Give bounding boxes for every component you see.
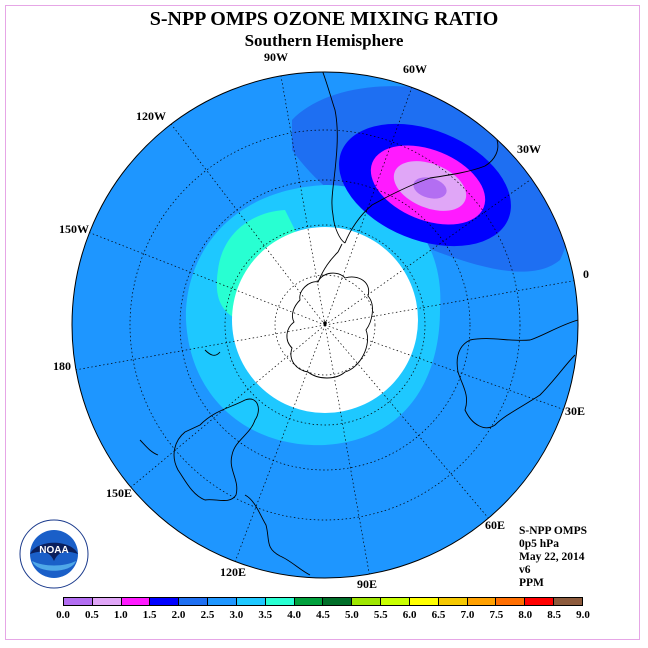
colorbar-tick-label: 5.5	[373, 609, 388, 621]
colorbar-swatch	[64, 598, 93, 605]
colorbar-swatch	[438, 598, 468, 605]
colorbar-tick-label: 7.0	[460, 609, 475, 621]
colorbar-swatch	[381, 598, 410, 605]
figure-subtitle: Southern Hemisphere	[244, 31, 404, 50]
info-version: v6	[519, 564, 531, 576]
lon-label-30w: 30W	[517, 142, 541, 156]
colorbar-tick-label: 4.5	[316, 609, 330, 621]
lon-label-30e: 30E	[565, 404, 586, 418]
colorbar-tick-label: 1.5	[142, 609, 157, 621]
map-edge	[71, 71, 579, 579]
colorbar-tick-label: 1.0	[113, 609, 128, 621]
colorbar-tick-label: 5.0	[345, 609, 359, 621]
colorbar-swatch	[121, 598, 151, 605]
colorbar-swatch	[467, 598, 497, 605]
colorbar-swatch	[179, 598, 209, 605]
colorbar-tick-label: 9.0	[576, 609, 590, 621]
lon-label-120w: 120W	[136, 109, 166, 123]
graticule	[74, 75, 578, 578]
asia-coast	[244, 494, 311, 576]
colorbar-tick-label: 4.0	[287, 609, 301, 621]
australia-coast	[173, 398, 259, 501]
ozone-field-0p0-0p5	[413, 177, 447, 199]
lon-label-150e: 150E	[106, 486, 133, 500]
noaa-logo: NOAA	[19, 519, 89, 589]
info-date: May 22, 2014	[519, 551, 585, 563]
product-info: S-NPP OMPS 0p5 hPa May 22, 2014 v6 PPM	[519, 525, 587, 590]
colorbar-tick-label: 8.5	[547, 609, 561, 621]
coastlines	[139, 72, 578, 576]
south-pole-marker	[323, 321, 327, 325]
noaa-logo-text: NOAA	[39, 545, 68, 556]
colorbar-tick-label: 3.0	[229, 609, 244, 621]
antarctic-peninsula	[317, 243, 343, 283]
colorbar-swatch	[265, 598, 295, 605]
info-level: 0p5 hPa	[519, 538, 559, 550]
colorbar-tick-label: 0.5	[85, 609, 99, 621]
colorbar-tick-label: 6.5	[431, 609, 446, 621]
polar-night-no-data	[232, 227, 418, 413]
africa-coast	[456, 319, 578, 429]
colorbar-swatch	[323, 598, 353, 605]
colorbar-swatch	[525, 598, 555, 605]
lon-label-90w: 90W	[264, 50, 288, 64]
info-instrument: S-NPP OMPS	[519, 525, 588, 537]
figure-title: S-NPP OMPS OZONE MIXING RATIO	[149, 8, 499, 30]
lon-label-180: 180	[53, 359, 71, 373]
lon-label-120e: 120E	[220, 565, 247, 579]
colorbar-swatch	[554, 598, 582, 605]
colorbar-tick-label: 2.0	[171, 609, 186, 621]
colorbar-swatch	[294, 598, 324, 605]
colorbar-swatch	[352, 598, 382, 605]
lon-label-60w: 60W	[403, 62, 427, 76]
south-america-coast	[317, 72, 499, 244]
lon-label-150w: 150W	[59, 222, 89, 236]
colorbar-swatch	[236, 598, 266, 605]
colorbar-tick-label: 3.5	[258, 609, 273, 621]
island-coast	[204, 349, 221, 356]
colorbar-tick-label: 0.0	[56, 609, 70, 621]
colorbar-swatch	[150, 598, 180, 605]
colorbar-tick-label: 2.5	[200, 609, 215, 621]
new-zealand-coast	[139, 439, 159, 456]
colorbar-tick-label: 7.5	[489, 609, 504, 621]
colorbar-tick-label: 8.0	[518, 609, 533, 621]
colorbar-swatch	[208, 598, 237, 605]
figure-border	[5, 5, 640, 640]
colorbar-swatch	[496, 598, 526, 605]
lon-label-60e: 60E	[485, 518, 506, 532]
colorbar-swatch	[92, 598, 122, 605]
colorbar-tick-label: 6.0	[402, 609, 417, 621]
colorbar-swatch	[409, 598, 439, 605]
colorbar	[63, 597, 583, 606]
lon-label-90e: 90E	[357, 577, 378, 591]
lon-label-0: 0	[583, 267, 589, 281]
antarctica-coast	[286, 272, 373, 379]
info-units: PPM	[519, 577, 544, 589]
